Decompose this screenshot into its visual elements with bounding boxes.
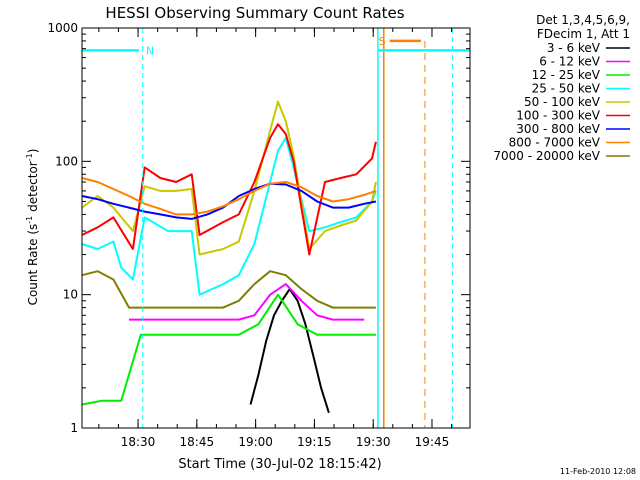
series-line-4 bbox=[81, 100, 377, 256]
series-line-2 bbox=[81, 293, 376, 406]
footer-date: 11-Feb-2010 12:08 bbox=[560, 467, 636, 476]
x-tick-label: 19:00 bbox=[238, 435, 273, 449]
legend-label-6: 300 - 800 keV bbox=[516, 122, 600, 136]
series-line-8 bbox=[81, 270, 376, 309]
legend-label-5: 100 - 300 keV bbox=[516, 109, 600, 123]
legend-header-line-1: Det 1,3,4,5,6,9, bbox=[536, 13, 630, 27]
annotation-N: N bbox=[146, 44, 154, 57]
y-axis-label-main: Count Rate (s bbox=[26, 224, 40, 306]
series-line-5 bbox=[81, 123, 377, 256]
series-line-7 bbox=[81, 177, 377, 216]
x-tick-label: 19:30 bbox=[356, 435, 391, 449]
series-line-0 bbox=[249, 288, 330, 414]
legend-header-line-2: FDecim 1, Att 1 bbox=[537, 27, 630, 41]
plot-frame bbox=[81, 27, 471, 429]
x-tick-label: 19:15 bbox=[297, 435, 332, 449]
chart-title: HESSI Observing Summary Count Rates bbox=[105, 4, 404, 22]
x-tick-label: 19:45 bbox=[415, 435, 450, 449]
x-tick-label: 18:30 bbox=[121, 435, 156, 449]
y-tick-label: 10 bbox=[63, 288, 78, 302]
legend-label-4: 50 - 100 keV bbox=[524, 95, 601, 109]
x-axis-label: Start Time (30-Jul-02 18:15:42) bbox=[178, 457, 381, 472]
legend-label-0: 3 - 6 keV bbox=[547, 41, 601, 55]
legend-label-7: 800 - 7000 keV bbox=[509, 136, 601, 150]
x-tick-label: 18:45 bbox=[180, 435, 215, 449]
y-tick-label: 100 bbox=[55, 154, 78, 168]
legend-label-1: 6 - 12 keV bbox=[539, 55, 601, 69]
y-tick-label: 1 bbox=[70, 421, 78, 435]
y-axis-label-sup2: -1 bbox=[25, 153, 34, 161]
y-axis-label: Count Rate (s-1 detector-1) bbox=[25, 149, 40, 306]
y-axis-label-mid: detector bbox=[26, 161, 40, 216]
series-line-3 bbox=[81, 136, 377, 296]
legend-label-2: 12 - 25 keV bbox=[532, 68, 601, 82]
legend-label-3: 25 - 50 keV bbox=[532, 82, 601, 96]
y-axis-label-end: ) bbox=[26, 149, 40, 154]
y-axis-label-sup1: -1 bbox=[25, 216, 34, 224]
legend-label-8: 7000 - 20000 keV bbox=[493, 149, 600, 163]
y-tick-label: 1000 bbox=[47, 21, 78, 35]
legend: Det 1,3,4,5,6,9, FDecim 1, Att 1 3 - 6 k… bbox=[493, 13, 630, 163]
annotation-S: S bbox=[379, 35, 386, 48]
series-line-1 bbox=[129, 283, 365, 321]
